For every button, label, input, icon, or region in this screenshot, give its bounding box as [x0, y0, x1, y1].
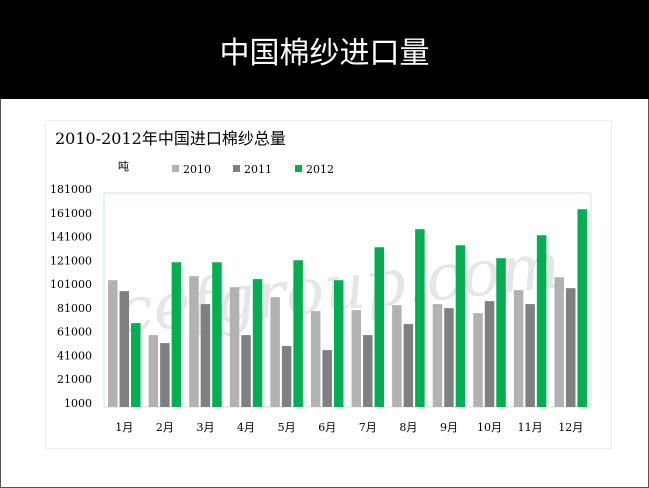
slide-header: 中国棉纱进口量 [0, 0, 649, 99]
bar-2012-2 [171, 262, 182, 407]
bar-2010-7 [351, 310, 362, 407]
x-tick-label: 8月 [399, 421, 417, 434]
bar-2012-11 [536, 235, 547, 407]
y-tick-label: 1000 [64, 397, 92, 410]
bar-2011-12 [565, 288, 576, 407]
x-tick-label: 11月 [518, 421, 543, 434]
x-tick-label: 7月 [359, 421, 377, 434]
bar-2010-9 [432, 304, 443, 407]
bar-2010-12 [554, 277, 564, 407]
y-tick-label: 121000 [50, 254, 92, 267]
bar-2010-5 [270, 297, 280, 407]
x-tick-label: 9月 [440, 421, 458, 434]
bar-2011-11 [525, 304, 535, 407]
y-tick-label: 41000 [57, 349, 92, 362]
bar-2011-3 [200, 304, 211, 407]
bar-2012-9 [455, 245, 466, 407]
y-axis-unit: 吨 [118, 160, 129, 173]
bar-2011-8 [403, 324, 414, 407]
bar-2012-7 [374, 247, 385, 407]
legend-swatch-2010 [172, 165, 179, 172]
bar-2011-2 [160, 343, 170, 407]
bar-2012-10 [496, 258, 506, 407]
bar-2011-10 [484, 301, 495, 407]
chart-title: 2010-2012年中国进口棉纱总量 [55, 129, 286, 148]
bar-2012-8 [415, 229, 425, 407]
x-tick-label: 12月 [558, 421, 583, 434]
bar-2011-7 [363, 335, 373, 407]
y-tick-label: 21000 [57, 373, 92, 386]
x-tick-label: 4月 [237, 421, 255, 434]
x-tick-label: 6月 [318, 421, 336, 434]
bar-2012-6 [333, 280, 344, 407]
bar-2010-10 [473, 313, 483, 407]
x-tick-label: 3月 [196, 421, 214, 434]
legend-label-2010: 2010 [183, 163, 211, 176]
slide-title: 中国棉纱进口量 [219, 35, 430, 71]
bar-2012-1 [131, 323, 141, 407]
chart-container [45, 120, 612, 449]
bar-2010-11 [513, 290, 524, 407]
x-tick-label: 2月 [156, 421, 174, 434]
bar-2011-5 [281, 346, 292, 407]
y-tick-label: 81000 [57, 302, 92, 315]
bar-2010-6 [310, 311, 321, 407]
y-tick-label: 61000 [57, 326, 92, 339]
bar-2012-3 [212, 262, 222, 407]
bar-2011-9 [444, 308, 454, 407]
x-tick-label: 10月 [477, 421, 502, 434]
bar-2010-8 [392, 305, 402, 407]
y-tick-label: 161000 [50, 207, 92, 220]
x-tick-label: 5月 [278, 421, 296, 434]
y-tick-label: 181000 [50, 183, 92, 196]
legend-swatch-2011 [233, 165, 240, 172]
bar-2012-4 [252, 279, 263, 407]
legend-label-2011: 2011 [244, 163, 272, 176]
plot-area [103, 192, 592, 408]
y-tick-label: 141000 [50, 231, 92, 244]
y-tick-label: 101000 [50, 278, 92, 291]
bar-2011-4 [241, 335, 251, 407]
x-tick-label: 1月 [115, 421, 133, 434]
bar-2010-2 [148, 335, 159, 407]
legend-swatch-2012 [295, 165, 302, 172]
bar-2011-1 [119, 291, 130, 407]
bar-2010-1 [108, 280, 118, 407]
bar-2012-12 [577, 209, 587, 407]
bar-2010-4 [229, 287, 240, 407]
legend-label-2012: 2012 [306, 163, 334, 176]
bar-2011-6 [322, 350, 332, 407]
bar-2010-3 [189, 276, 199, 407]
bar-2012-5 [293, 260, 303, 407]
